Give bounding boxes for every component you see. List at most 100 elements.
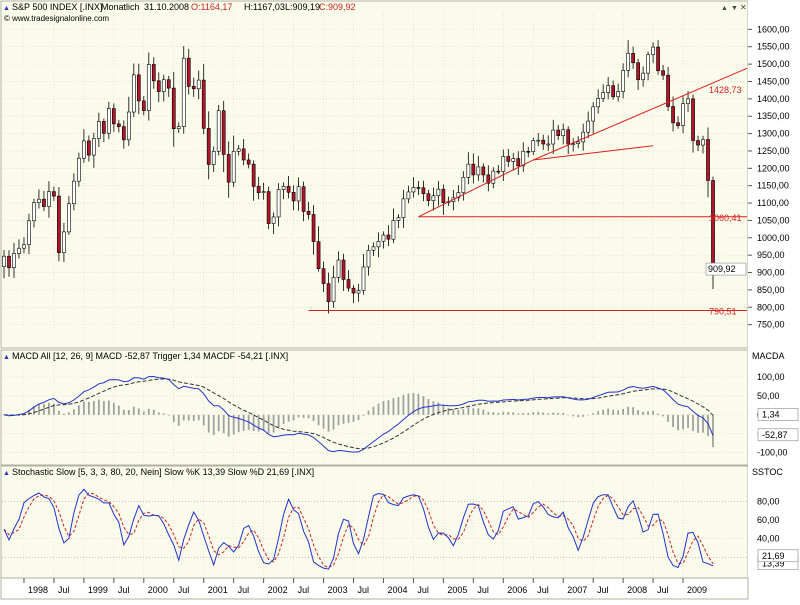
histogram-bar bbox=[592, 413, 595, 415]
price-tick-label: 1600,00 bbox=[757, 24, 790, 34]
histogram-bar bbox=[527, 413, 530, 415]
candle-body bbox=[426, 193, 431, 201]
candle-body bbox=[581, 131, 586, 143]
histogram-bar bbox=[652, 410, 654, 415]
price-tick-label: 800,00 bbox=[757, 302, 785, 312]
candle-body bbox=[331, 277, 336, 303]
histogram-bar bbox=[687, 414, 689, 428]
trendline-upper bbox=[533, 67, 748, 161]
histogram-bar bbox=[192, 414, 195, 421]
histogram-bar bbox=[43, 403, 45, 415]
histogram-bar bbox=[392, 398, 395, 415]
candle-body bbox=[251, 163, 256, 187]
close-icon[interactable]: ✕ bbox=[740, 3, 747, 12]
histogram-bar bbox=[58, 410, 60, 415]
candle-body bbox=[82, 140, 86, 159]
time-axis-panel bbox=[0, 577, 749, 600]
window-controls: ▲ ▼ ✕ bbox=[721, 3, 747, 12]
candle-body bbox=[211, 150, 216, 165]
candle-body bbox=[606, 85, 610, 93]
histogram-bar bbox=[707, 414, 709, 437]
scroll-down-button[interactable]: ▼ bbox=[731, 5, 738, 12]
macd-tick-label: 50,00 bbox=[757, 391, 780, 401]
candle-body bbox=[156, 80, 161, 92]
price-tick-label: 1100,00 bbox=[757, 198, 789, 208]
histogram-bar bbox=[287, 414, 290, 422]
stoch-tick-label: 60,00 bbox=[757, 515, 780, 525]
candle-body bbox=[431, 195, 436, 201]
candle-body bbox=[221, 110, 226, 155]
stoch-title: Stochastic Slow [5, 3, 3, 80, 20, Nein] … bbox=[12, 467, 314, 477]
candle-body bbox=[22, 244, 26, 249]
candle-body bbox=[501, 156, 506, 172]
stoch-d-line bbox=[3, 492, 714, 569]
candle-body bbox=[321, 268, 326, 284]
histogram-bar bbox=[107, 400, 110, 415]
header-date: 31.10.2008 bbox=[144, 2, 189, 12]
macd-up-arrow[interactable]: ▲ bbox=[3, 354, 10, 361]
candle-body bbox=[107, 108, 111, 134]
histogram-bar bbox=[472, 408, 475, 415]
histogram-bar bbox=[362, 414, 365, 416]
histogram-bar bbox=[212, 414, 215, 435]
histogram-bar bbox=[697, 414, 699, 433]
histogram-bar bbox=[662, 414, 664, 417]
candle-body bbox=[666, 74, 670, 107]
grid bbox=[2, 12, 752, 583]
candle-body bbox=[646, 54, 650, 74]
candle-body bbox=[201, 79, 206, 129]
candle-body bbox=[546, 143, 551, 146]
histogram-bar bbox=[302, 414, 305, 419]
histogram-bar bbox=[712, 414, 714, 448]
histogram-bar bbox=[607, 408, 610, 415]
candle-body bbox=[686, 98, 690, 105]
trendline-2004-2006 bbox=[418, 159, 534, 218]
histogram-bar bbox=[572, 414, 575, 417]
candle-body bbox=[496, 170, 501, 173]
candle-body bbox=[651, 46, 655, 56]
header-open: O:1164,17 bbox=[191, 2, 232, 12]
candle-body bbox=[706, 139, 710, 181]
copyright-text: © www.tradesignalonline.com bbox=[4, 14, 109, 23]
histogram-bar bbox=[682, 414, 684, 430]
histogram-bar bbox=[182, 414, 185, 421]
candle-body bbox=[541, 139, 546, 145]
header-low: L:909,19 bbox=[285, 2, 320, 12]
candles bbox=[2, 40, 715, 314]
trigger-line bbox=[3, 378, 714, 450]
candle-body bbox=[336, 259, 341, 278]
price-tick-label: 900,00 bbox=[757, 268, 785, 278]
candle-body bbox=[231, 150, 236, 183]
histogram-bar bbox=[637, 410, 640, 415]
histogram-bar bbox=[537, 411, 540, 415]
histogram-bar bbox=[622, 408, 625, 415]
price-tick-label: 1450,00 bbox=[757, 76, 790, 86]
candle-body bbox=[97, 121, 101, 139]
histogram-bar bbox=[277, 414, 280, 429]
histogram-bar bbox=[297, 414, 300, 418]
candle-body bbox=[151, 64, 156, 82]
candle-body bbox=[67, 203, 71, 233]
stoch-axis-name: SSTOC bbox=[752, 467, 783, 477]
histogram-bar bbox=[612, 409, 615, 415]
scroll-up-button[interactable]: ▲ bbox=[721, 5, 728, 12]
level-label: 790,51 bbox=[709, 307, 737, 317]
candle-body bbox=[401, 198, 406, 218]
candle-body bbox=[42, 198, 46, 207]
candle-body bbox=[441, 188, 446, 204]
histogram-bar bbox=[147, 408, 150, 415]
candle-body bbox=[681, 103, 685, 126]
stoch-up-arrow[interactable]: ▲ bbox=[3, 470, 10, 477]
histogram-bar bbox=[452, 409, 455, 415]
candle-body bbox=[466, 163, 471, 178]
candle-body bbox=[511, 158, 516, 162]
x-tick-label: Jul bbox=[417, 585, 429, 595]
candle-body bbox=[241, 148, 246, 161]
header-up-arrow[interactable]: ▲ bbox=[3, 5, 10, 12]
histogram-bar bbox=[617, 410, 620, 415]
candle-body bbox=[641, 72, 645, 81]
header-high: H:1167,03 bbox=[244, 2, 285, 12]
candle-body bbox=[381, 234, 386, 242]
candle-body bbox=[306, 211, 311, 215]
histogram-bar bbox=[377, 403, 380, 415]
